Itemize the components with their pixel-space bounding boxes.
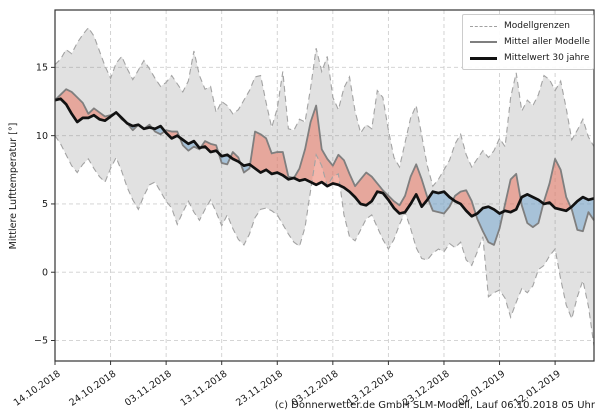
legend-item-30yr-mean: Mittelwert 30 jahre [470,52,590,64]
legend-label: Mittelwert 30 jahre [504,53,590,63]
y-tick-label: 15 [36,63,48,74]
x-tick-label: 13.11.2018 [179,368,230,408]
model-bound-lower-line [54,135,595,347]
y-axis-label: Mittlere Lufttemperatur [°] [8,123,19,250]
legend: Modellgrenzen Mittel aller Modelle Mitte… [462,14,594,70]
y-tick-label: 0 [42,267,48,278]
plot-frame [54,9,595,362]
model-range-band [55,27,594,346]
black-line-icon [470,56,497,60]
gray-line-icon [470,41,497,43]
warmer-than-normal-fill [55,89,571,217]
x-tick-label: 14.10.2018 [12,368,63,408]
legend-item-model-mean: Mittel aller Modelle [470,36,590,48]
x-tick-label: 03.11.2018 [123,368,174,408]
y-tick-label: 5 [42,199,48,210]
legend-label: Modellgrenzen [504,21,570,31]
legend-label: Mittel aller Modelle [504,37,590,47]
dashed-line-icon [470,25,497,27]
x-tick-label: 24.10.2018 [67,368,118,408]
legend-item-model-bounds: Modellgrenzen [470,20,586,32]
y-tick-label: −5 [34,336,48,347]
y-tick-label: 10 [36,131,48,142]
mean-30yr-line [54,97,595,218]
copyright-caption: (c) Donnerwetter.de GmbH SLM-Modell, Lau… [274,400,595,411]
model-bound-upper-line [54,26,595,188]
